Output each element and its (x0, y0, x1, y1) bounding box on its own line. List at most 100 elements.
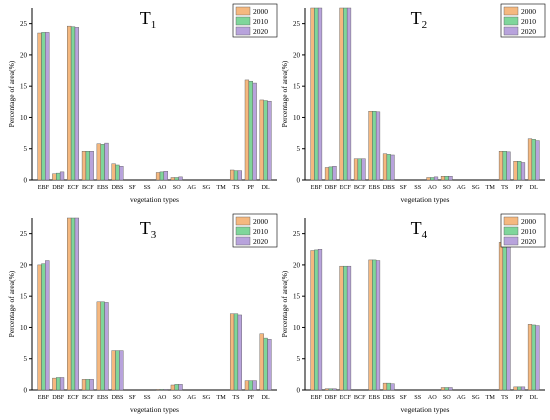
bar (263, 337, 268, 391)
bar (382, 382, 388, 391)
bar (267, 339, 272, 391)
panel-title: T2 (411, 8, 428, 31)
panel-title-letter: T (411, 8, 422, 28)
bar (233, 313, 239, 391)
bar (178, 176, 183, 181)
x-tick-label: ECF (67, 394, 79, 401)
legend-label: 2000 (253, 217, 268, 226)
y-tick-label: 15 (293, 83, 301, 91)
y-tick-label: 5 (297, 145, 301, 153)
y-tick-label: 10 (293, 324, 301, 332)
panel-title-subscript: 4 (422, 229, 428, 241)
bar (59, 171, 65, 181)
bar (52, 173, 57, 181)
bar (41, 32, 46, 181)
bar (346, 265, 352, 391)
y-tick-label: 20 (293, 261, 301, 269)
legend-swatch (235, 26, 251, 36)
y-tick-label: 20 (20, 51, 28, 59)
bar (357, 158, 362, 181)
bar (328, 388, 333, 391)
y-tick-label: 25 (293, 20, 301, 28)
x-axis-label: vegetation types (130, 195, 179, 204)
bar (444, 176, 449, 181)
x-tick-label: EBS (97, 394, 109, 401)
y-tick-label: 15 (20, 83, 28, 91)
x-tick-label: TS (501, 394, 509, 401)
x-tick-label: SS (144, 394, 151, 401)
bar (440, 176, 446, 181)
bar (252, 380, 257, 391)
bar (448, 387, 453, 391)
y-tick-label: 0 (24, 177, 28, 185)
bar (386, 154, 391, 181)
bar (52, 377, 57, 391)
panel-title-letter: T (140, 8, 151, 28)
y-tick-label: 10 (20, 324, 28, 332)
bar (527, 138, 533, 181)
x-axis-label: vegetation types (130, 405, 179, 414)
x-tick-label: SO (173, 394, 181, 401)
y-tick-label: 0 (297, 387, 301, 395)
bar (531, 324, 536, 391)
y-tick-label: 0 (297, 177, 301, 185)
bar (56, 377, 61, 391)
y-tick-label: 5 (24, 145, 28, 153)
chart-panel-2: 0 5 10 15 20 25 EBF DBF ECF BCF EBS DBS SF SS AO SO AG SG… (280, 3, 546, 204)
y-axis-label: Percentage of area(%) (7, 270, 16, 337)
x-tick-label: BCF (82, 184, 94, 191)
bar (229, 169, 235, 181)
bar (41, 263, 46, 391)
bar (531, 139, 536, 181)
bar (324, 388, 330, 391)
bar (310, 250, 315, 391)
bar (520, 386, 526, 391)
y-tick-label: 10 (293, 114, 301, 122)
legend-swatch (235, 236, 251, 246)
bar (513, 386, 518, 391)
panel-title: T4 (411, 218, 428, 241)
bar (375, 260, 381, 391)
bar (155, 172, 161, 181)
bar (498, 151, 504, 181)
legend-swatch (503, 216, 519, 226)
bar (259, 333, 264, 391)
y-axis-label: Percentage of area(%) (280, 60, 289, 127)
bar (244, 79, 250, 181)
x-tick-label: DBF (52, 394, 65, 401)
y-tick-label: 20 (293, 51, 301, 59)
chart-panel-1: 0 5 10 15 20 25 EBF DBF ECF BCF EBS DBS SF SS AO SO AG SG… (7, 3, 278, 204)
bar (252, 82, 257, 181)
x-tick-label: PF (516, 184, 523, 191)
bar (390, 383, 395, 391)
x-tick-label: EBF (311, 394, 323, 401)
bar (502, 241, 507, 391)
x-tick-label: BCF (82, 394, 94, 401)
bar (163, 389, 168, 391)
bar (339, 265, 344, 391)
x-tick-label: EBF (311, 184, 323, 191)
x-tick-label: AG (187, 394, 196, 401)
x-tick-label: TM (217, 184, 227, 191)
bar (111, 163, 116, 181)
bar (259, 99, 264, 181)
x-tick-label: BCF (354, 184, 366, 191)
x-tick-label: PF (247, 394, 254, 401)
bar (386, 382, 391, 391)
panel-title-subscript: 1 (151, 19, 157, 31)
y-axis-label: Percentage of area(%) (7, 60, 16, 127)
legend-label: 2020 (253, 237, 268, 246)
bar (248, 380, 253, 391)
y-tick-label: 10 (20, 114, 28, 122)
y-tick-label: 20 (20, 261, 28, 269)
x-tick-label: TS (501, 184, 509, 191)
legend-label: 2010 (253, 227, 268, 236)
bar (244, 380, 250, 391)
y-tick-label: 5 (297, 355, 301, 363)
bar (233, 170, 239, 181)
x-tick-label: SS (144, 184, 151, 191)
bar (506, 240, 511, 391)
bar (390, 154, 395, 181)
bar (159, 389, 165, 391)
legend-swatch (503, 226, 519, 236)
